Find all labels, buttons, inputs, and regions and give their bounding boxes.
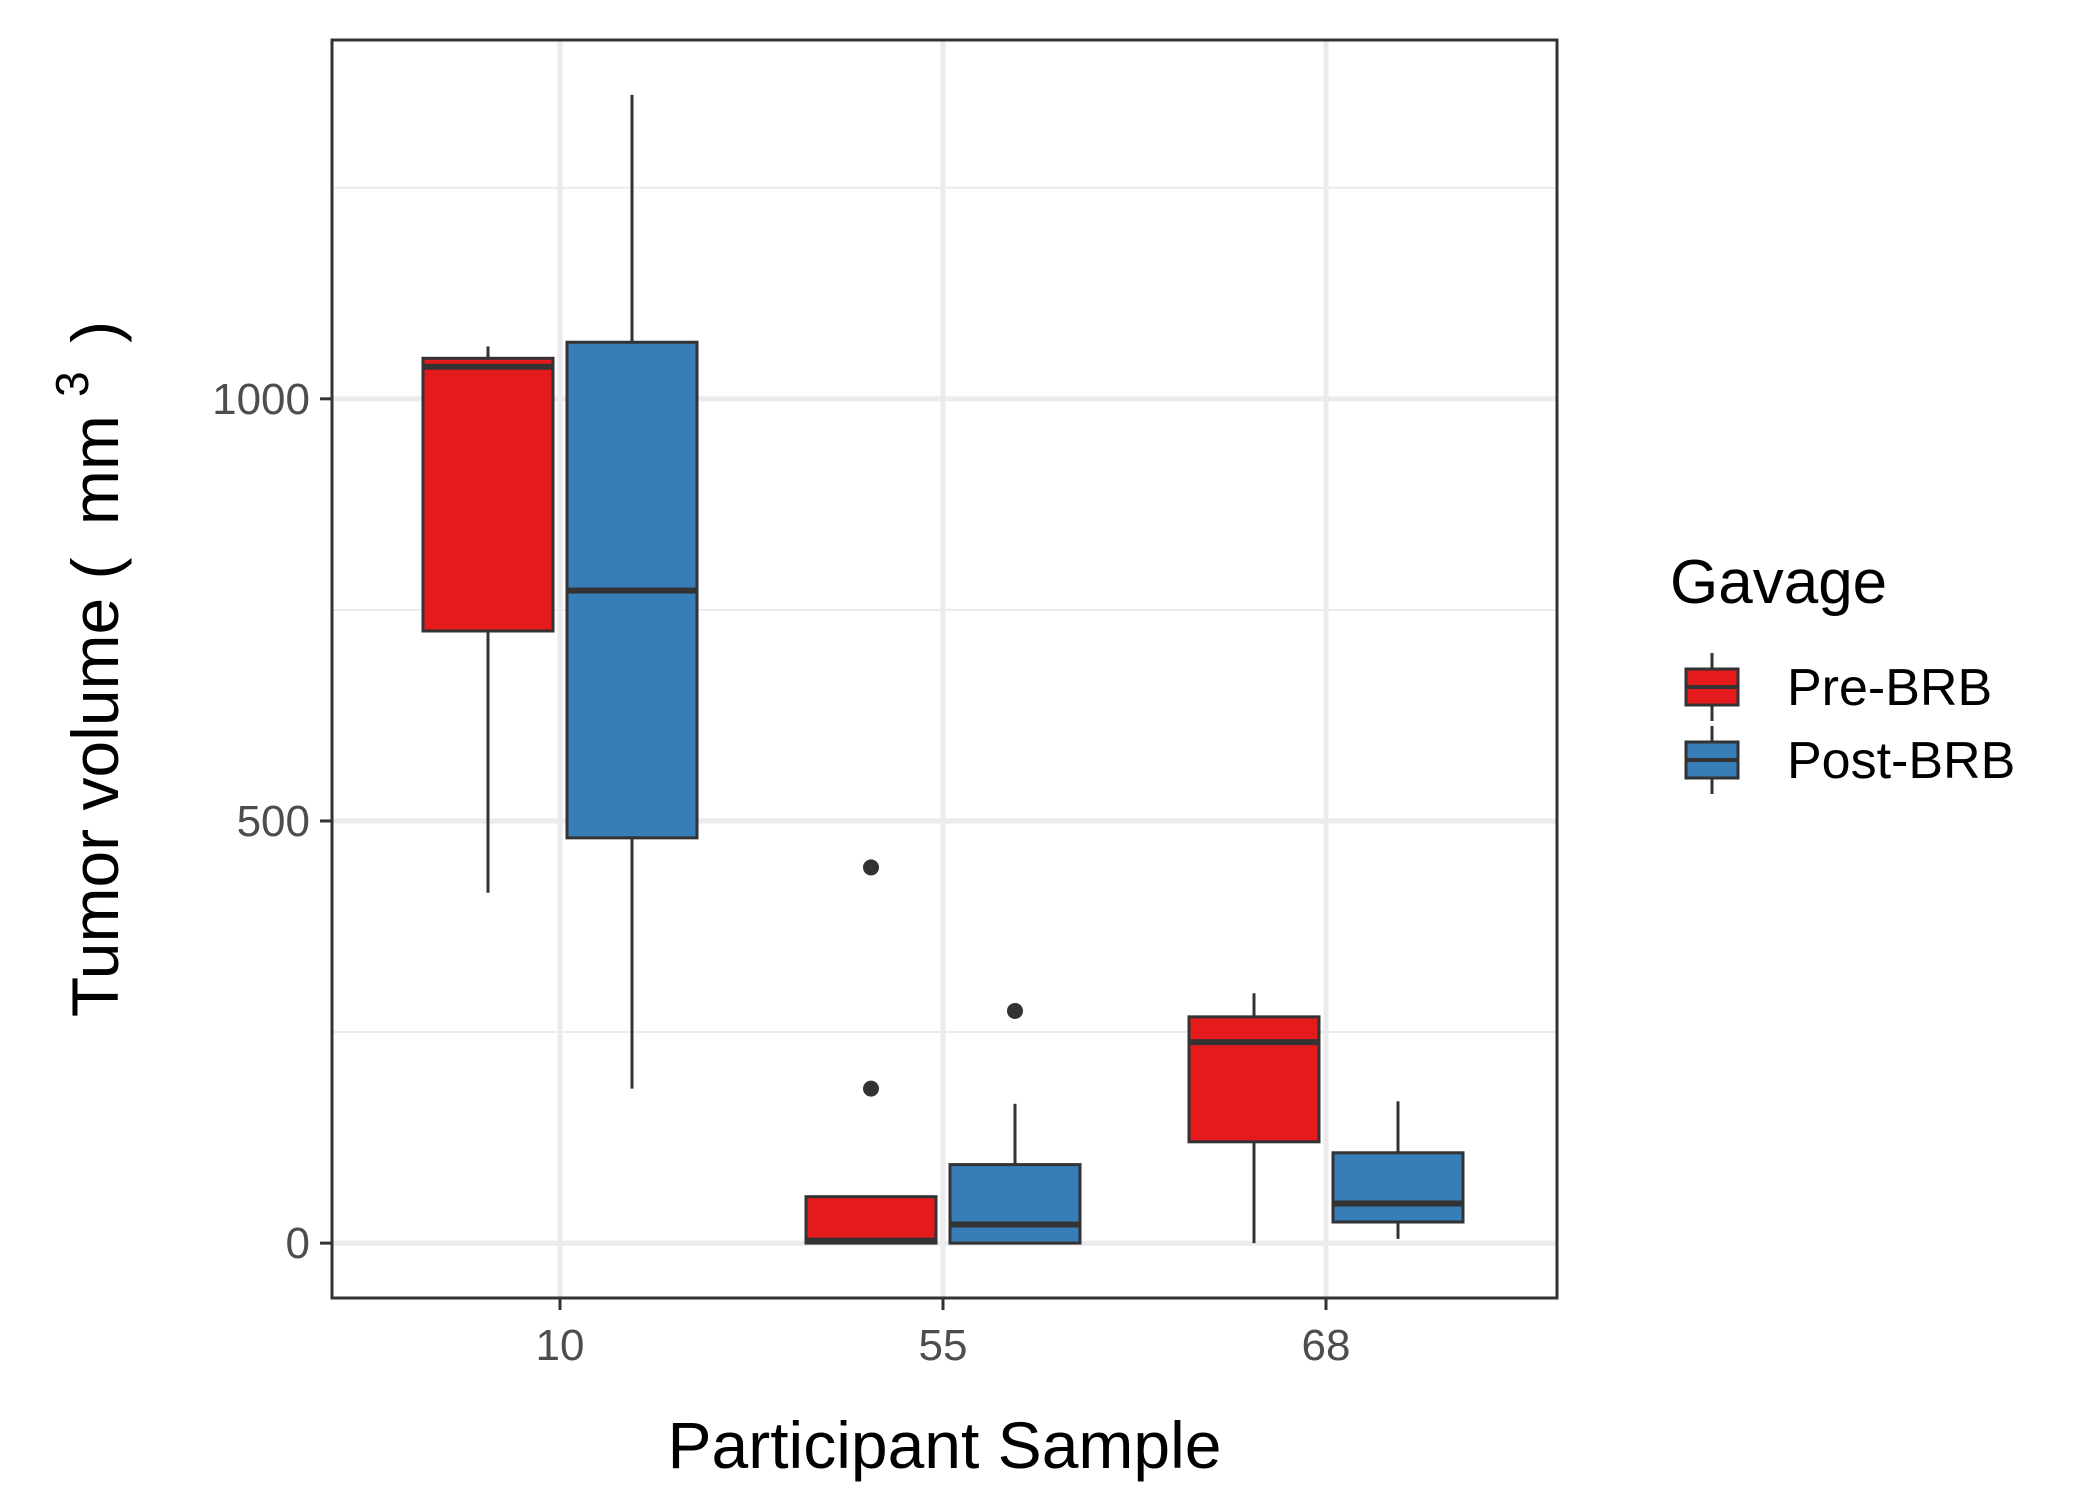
boxplots [421,94,1465,1245]
y-axis-title: Tumor volume ( mm 3 ) [28,321,132,1017]
x-tick-label: 55 [919,1321,968,1370]
legend-entry-pre-brb: Pre-BRB [1684,653,1992,721]
legend-label: Pre-BRB [1787,659,1992,717]
legend-entry-post-brb: Post-BRB [1684,726,2015,794]
boxplot-post-brb-55 [948,1002,1082,1245]
axes: 0 500 1000 10 55 68 [212,375,1350,1370]
boxplot-pre-brb-68 [1187,993,1321,1244]
box [948,1163,1082,1245]
legend-entries: Pre-BRB Post-BRB [1684,653,2015,794]
box [804,1195,938,1245]
outlier-point [863,859,879,876]
y-tick-label: 500 [237,797,310,846]
svg-text:Tumor volume ( mm: Tumor volume ( mm 3 ) [28,321,132,1017]
x-axis-title: Participant Sample [668,1408,1222,1482]
outlier-point [1007,1002,1023,1019]
y-tick-label: 1000 [212,375,310,424]
outlier-point [863,1080,879,1097]
y-axis-title-superscript: 3 [46,371,98,397]
legend-title: Gavage [1670,548,1887,617]
boxplot-post-brb-10 [565,94,699,1089]
box [1331,1151,1465,1224]
x-tick-label: 10 [536,1321,585,1370]
legend-label: Post-BRB [1787,732,2015,790]
y-axis-title-close: ) [58,321,132,343]
boxplot-pre-brb-10 [421,346,555,893]
boxplot-post-brb-68 [1331,1101,1465,1239]
box [1187,1015,1321,1144]
y-axis-title-unit: mm [58,415,132,525]
box [421,356,555,633]
y-axis-title-main: Tumor volume ( [58,557,132,1017]
boxplot-pre-brb-55 [804,859,938,1245]
x-tick-label: 68 [1302,1321,1351,1370]
legend: Gavage Pre-BRB Post-BRB [1670,548,2015,794]
y-tick-label: 0 [286,1219,310,1268]
